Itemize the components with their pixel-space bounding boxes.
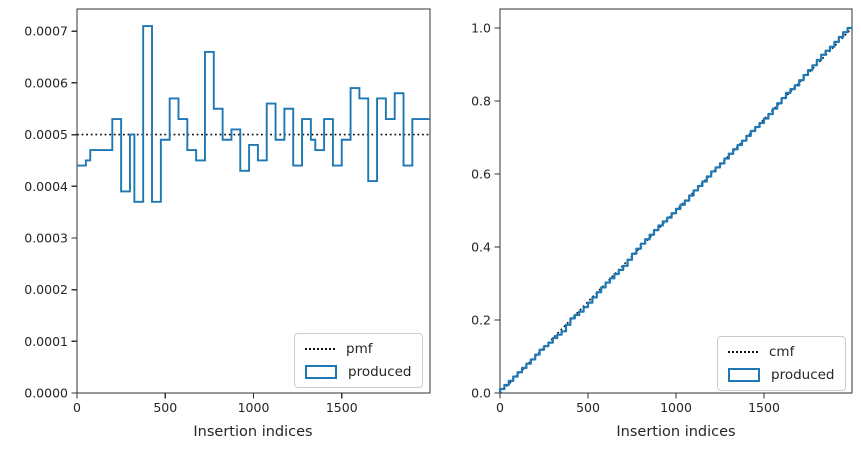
- y-tick-label: 0.6: [471, 166, 491, 181]
- y-tick-label: 0.8: [471, 93, 491, 108]
- legend-label-produced: produced: [771, 367, 835, 383]
- legend-cmf: cmf produced: [717, 336, 846, 391]
- x-tick-label: 1000: [238, 400, 270, 415]
- y-tick-label: 0.0001: [24, 334, 68, 349]
- legend-entry-cmf: cmf: [728, 344, 835, 360]
- y-tick-label: 0.0002: [24, 282, 68, 297]
- y-tick-label: 0.2: [471, 312, 491, 327]
- dotted-line-icon: [305, 348, 335, 350]
- legend-label-pmf: pmf: [346, 341, 373, 357]
- legend-entry-produced: produced: [305, 364, 412, 380]
- y-tick-label: 0.0000: [24, 386, 68, 401]
- legend-label-cmf: cmf: [769, 344, 795, 360]
- legend-label-produced: produced: [348, 364, 412, 380]
- y-tick-label: 0.0003: [24, 230, 68, 245]
- x-tick-label: 1000: [660, 400, 692, 415]
- y-tick-label: 0.4: [471, 239, 491, 254]
- y-tick-label: 0.0007: [24, 24, 68, 39]
- xlabel-right: Insertion indices: [616, 424, 736, 440]
- x-tick-label: 1500: [748, 400, 780, 415]
- x-tick-label: 500: [153, 400, 177, 415]
- y-tick-label: 0.0: [471, 386, 491, 401]
- legend-entry-pmf: pmf: [305, 341, 412, 357]
- produced-pmf-step-line: [77, 25, 430, 203]
- x-tick-label: 1500: [326, 400, 358, 415]
- dotted-line-icon: [728, 351, 758, 353]
- y-tick-label: 1.0: [471, 20, 491, 35]
- x-tick-label: 0: [496, 400, 504, 415]
- legend-pmf: pmf produced: [294, 333, 423, 388]
- legend-entry-produced: produced: [728, 367, 835, 383]
- y-tick-label: 0.0005: [24, 127, 68, 142]
- y-tick-label: 0.0006: [24, 75, 68, 90]
- open-rect-icon: [728, 368, 760, 382]
- open-rect-icon: [305, 365, 337, 379]
- x-tick-label: 500: [576, 400, 600, 415]
- x-tick-label: 0: [73, 400, 81, 415]
- y-tick-label: 0.0004: [24, 179, 68, 194]
- xlabel-left: Insertion indices: [193, 424, 313, 440]
- produced-cmf-step-line: [498, 26, 852, 393]
